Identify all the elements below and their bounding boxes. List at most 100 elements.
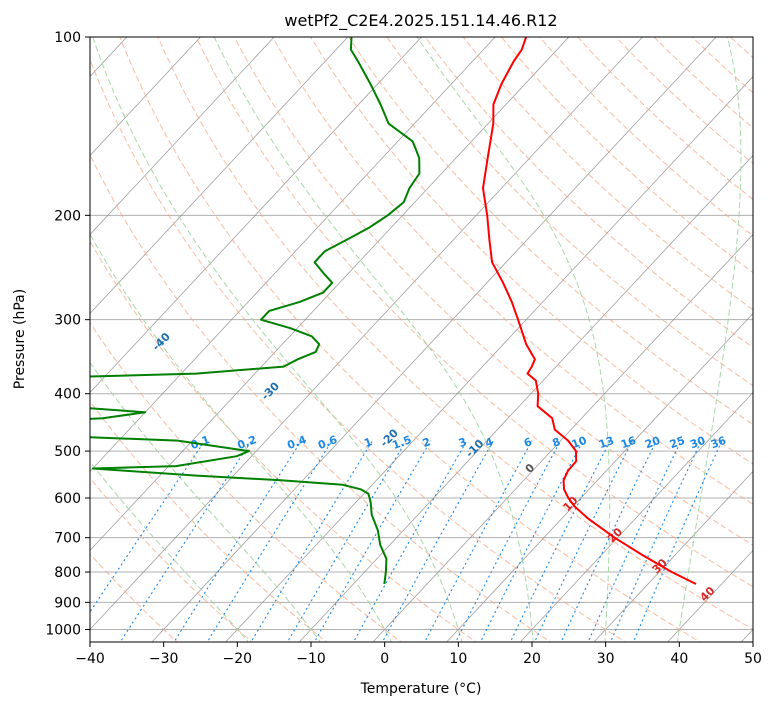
isotherm-line xyxy=(90,37,275,236)
moist-adiabat-line xyxy=(92,37,463,642)
mixing-ratio-line xyxy=(250,440,374,642)
sounding-series xyxy=(90,37,697,585)
mixing-ratio-label: 13 xyxy=(597,434,616,451)
moist-adiabat-lines xyxy=(90,37,742,642)
y-tick-label: 900 xyxy=(54,595,81,611)
isotherm-line xyxy=(90,37,644,631)
x-axis-label: Temperature (°C) xyxy=(360,681,482,697)
y-tick-label: 500 xyxy=(54,444,81,460)
dry-adiabat-line xyxy=(119,37,701,642)
plot-area: 0.10.20.40.611.52346810131620253036-100-… xyxy=(90,37,753,642)
moist-adiabat-line xyxy=(416,37,611,642)
mixing-ratio-label: 8 xyxy=(551,435,563,450)
dry-adiabat-line xyxy=(90,240,477,642)
mixing-ratio-label: 1 xyxy=(362,435,374,450)
mixing-ratio-label: 30 xyxy=(688,434,707,452)
mixing-ratio-label: 16 xyxy=(619,434,638,452)
mixing-ratio-line xyxy=(173,440,302,642)
x-tick-label: 40 xyxy=(670,651,688,667)
dry-adiabat-line xyxy=(233,37,753,546)
dry-adiabat-line xyxy=(195,37,753,588)
mixing-ratio-label: 2 xyxy=(421,435,433,450)
dry-adiabat-line xyxy=(310,37,753,465)
x-tick-label: 10 xyxy=(449,651,467,667)
isotherm-line xyxy=(90,37,202,157)
x-tick-label: −30 xyxy=(149,651,179,667)
mixing-ratio-line xyxy=(455,440,561,642)
dry-adiabat-line xyxy=(271,37,753,505)
mixing-ratio-line xyxy=(533,440,633,642)
isotherm-line xyxy=(372,233,753,642)
moist-adiabat-line xyxy=(90,361,322,642)
y-tick-label: 300 xyxy=(54,313,81,329)
mixing-ratio-line xyxy=(610,440,702,642)
pressure-gridlines xyxy=(90,37,753,630)
mixing-ratio-label: 0.1 xyxy=(189,433,212,452)
isotherm-line xyxy=(90,37,496,473)
dry-adiabat-line xyxy=(157,37,753,630)
dewpoint-line xyxy=(90,37,421,585)
mixing-ratio-line xyxy=(479,440,584,642)
mixing-ratio-label: 25 xyxy=(668,434,687,451)
y-tick-label: 800 xyxy=(54,565,81,581)
dry-adiabat-line xyxy=(90,477,253,642)
plot-frame xyxy=(89,36,754,643)
mixing-ratio-label: 3 xyxy=(457,435,469,450)
mixing-ratio-lines xyxy=(90,440,723,642)
mixing-ratio-label: 6 xyxy=(522,435,534,450)
mixing-ratio-line xyxy=(119,440,253,642)
dry-adiabat-line xyxy=(348,37,753,426)
mixing-ratio-label: 10 xyxy=(570,434,589,452)
isotherm-line xyxy=(151,37,717,642)
x-tick-label: 0 xyxy=(380,651,389,667)
x-tick-label: 50 xyxy=(744,651,762,667)
isotherm-line xyxy=(225,75,753,642)
isotherm-line xyxy=(90,37,423,394)
x-tick-label: −10 xyxy=(296,651,326,667)
mixing-ratio-line xyxy=(313,440,432,642)
isotherm-lines xyxy=(90,37,753,642)
dry-adiabat-line xyxy=(90,58,627,642)
chart-title: wetPf2_C2E4.2025.151.14.46.R12 xyxy=(284,11,557,31)
background-line-labels: 0.10.20.40.611.52346810131620253036-100-… xyxy=(150,330,728,604)
mixing-ratio-label: 20 xyxy=(643,434,662,452)
y-axis-label: Pressure (hPa) xyxy=(12,289,28,389)
temperature-line xyxy=(482,37,697,585)
mixing-ratio-line xyxy=(632,440,723,642)
isotherm-line xyxy=(90,37,570,552)
moist-adiabat-line xyxy=(90,233,392,642)
y-tick-label: 600 xyxy=(54,491,81,507)
mixing-ratio-label: 0.2 xyxy=(236,433,259,452)
mixing-ratio-line xyxy=(509,440,611,642)
dry-adiabat-line xyxy=(424,37,753,349)
y-tick-label: 1000 xyxy=(45,622,81,638)
mixing-ratio-line xyxy=(587,440,682,642)
x-tick-label: −20 xyxy=(223,651,253,667)
mixing-ratio-label: 4 xyxy=(483,435,495,450)
dry-adiabat-line xyxy=(90,400,328,642)
isotherm-line xyxy=(299,154,753,642)
isotherm-line xyxy=(593,470,753,642)
isotherm-line xyxy=(90,37,349,315)
x-tick-label: −40 xyxy=(75,651,105,667)
dry-adiabat-lines xyxy=(90,37,753,642)
moist-adiabat-line xyxy=(213,37,534,642)
mixing-ratio-label: 0.6 xyxy=(316,433,339,452)
x-tick-label: 20 xyxy=(523,651,541,667)
y-tick-label: 400 xyxy=(54,387,81,403)
moist-adiabat-line xyxy=(676,37,742,642)
dry-adiabat-line xyxy=(90,153,552,642)
mixing-ratio-label: 1.5 xyxy=(390,433,413,452)
y-tick-label: 100 xyxy=(54,30,81,46)
y-tick-label: 700 xyxy=(54,531,81,547)
mixing-ratio-label: 0.4 xyxy=(285,433,308,452)
y-axis: 100 200 300 400 500 600 700 800 900 1000 xyxy=(45,30,90,638)
mixing-ratio-line xyxy=(286,440,407,642)
mixing-ratio-line xyxy=(560,440,657,642)
moist-adiabat-line xyxy=(90,461,250,642)
x-tick-label: 30 xyxy=(597,651,615,667)
x-axis: −40 −30 −20 −10 0 10 20 30 40 50 xyxy=(75,642,762,667)
mixing-ratio-label: 36 xyxy=(709,434,728,452)
